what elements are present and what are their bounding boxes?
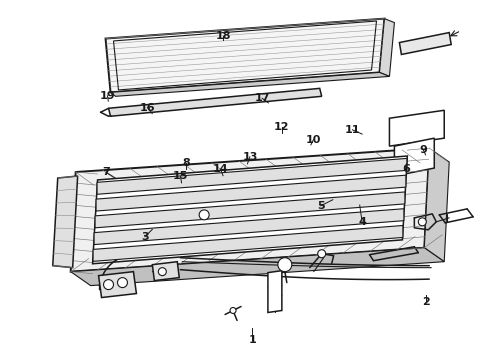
Polygon shape <box>108 88 322 116</box>
Circle shape <box>103 280 114 289</box>
Text: 11: 11 <box>344 125 360 135</box>
Polygon shape <box>399 32 451 54</box>
Polygon shape <box>71 148 429 272</box>
Circle shape <box>230 307 236 314</box>
Polygon shape <box>111 72 390 96</box>
Text: 19: 19 <box>99 91 115 101</box>
Polygon shape <box>53 176 77 268</box>
Text: 14: 14 <box>213 164 228 174</box>
Text: 8: 8 <box>183 158 190 168</box>
Polygon shape <box>93 156 407 264</box>
Circle shape <box>278 258 292 272</box>
Text: 1: 1 <box>248 334 256 345</box>
Circle shape <box>418 218 426 226</box>
Circle shape <box>199 210 209 220</box>
Polygon shape <box>71 248 444 285</box>
Text: 5: 5 <box>317 201 324 211</box>
Polygon shape <box>394 138 434 176</box>
Text: 15: 15 <box>173 171 188 181</box>
Text: 7: 7 <box>102 167 110 177</box>
Text: 3: 3 <box>141 232 149 242</box>
Polygon shape <box>96 175 406 211</box>
Circle shape <box>118 278 127 288</box>
Text: 9: 9 <box>419 144 427 154</box>
Text: 6: 6 <box>402 163 410 174</box>
Circle shape <box>158 268 166 276</box>
Polygon shape <box>97 158 407 194</box>
Polygon shape <box>105 19 385 92</box>
Polygon shape <box>379 19 394 76</box>
Text: 10: 10 <box>306 135 321 145</box>
Polygon shape <box>93 225 403 261</box>
Text: 16: 16 <box>140 103 155 113</box>
Polygon shape <box>268 271 282 312</box>
Text: 18: 18 <box>215 31 231 41</box>
Polygon shape <box>390 110 444 146</box>
Text: 12: 12 <box>274 122 290 132</box>
Text: 13: 13 <box>242 152 258 162</box>
Polygon shape <box>95 192 405 228</box>
Polygon shape <box>98 272 136 298</box>
Polygon shape <box>94 209 404 244</box>
Polygon shape <box>152 262 179 280</box>
Text: 2: 2 <box>422 297 429 307</box>
Text: 17: 17 <box>254 93 270 103</box>
Text: 4: 4 <box>358 217 366 227</box>
Polygon shape <box>424 148 449 262</box>
Circle shape <box>318 250 326 258</box>
